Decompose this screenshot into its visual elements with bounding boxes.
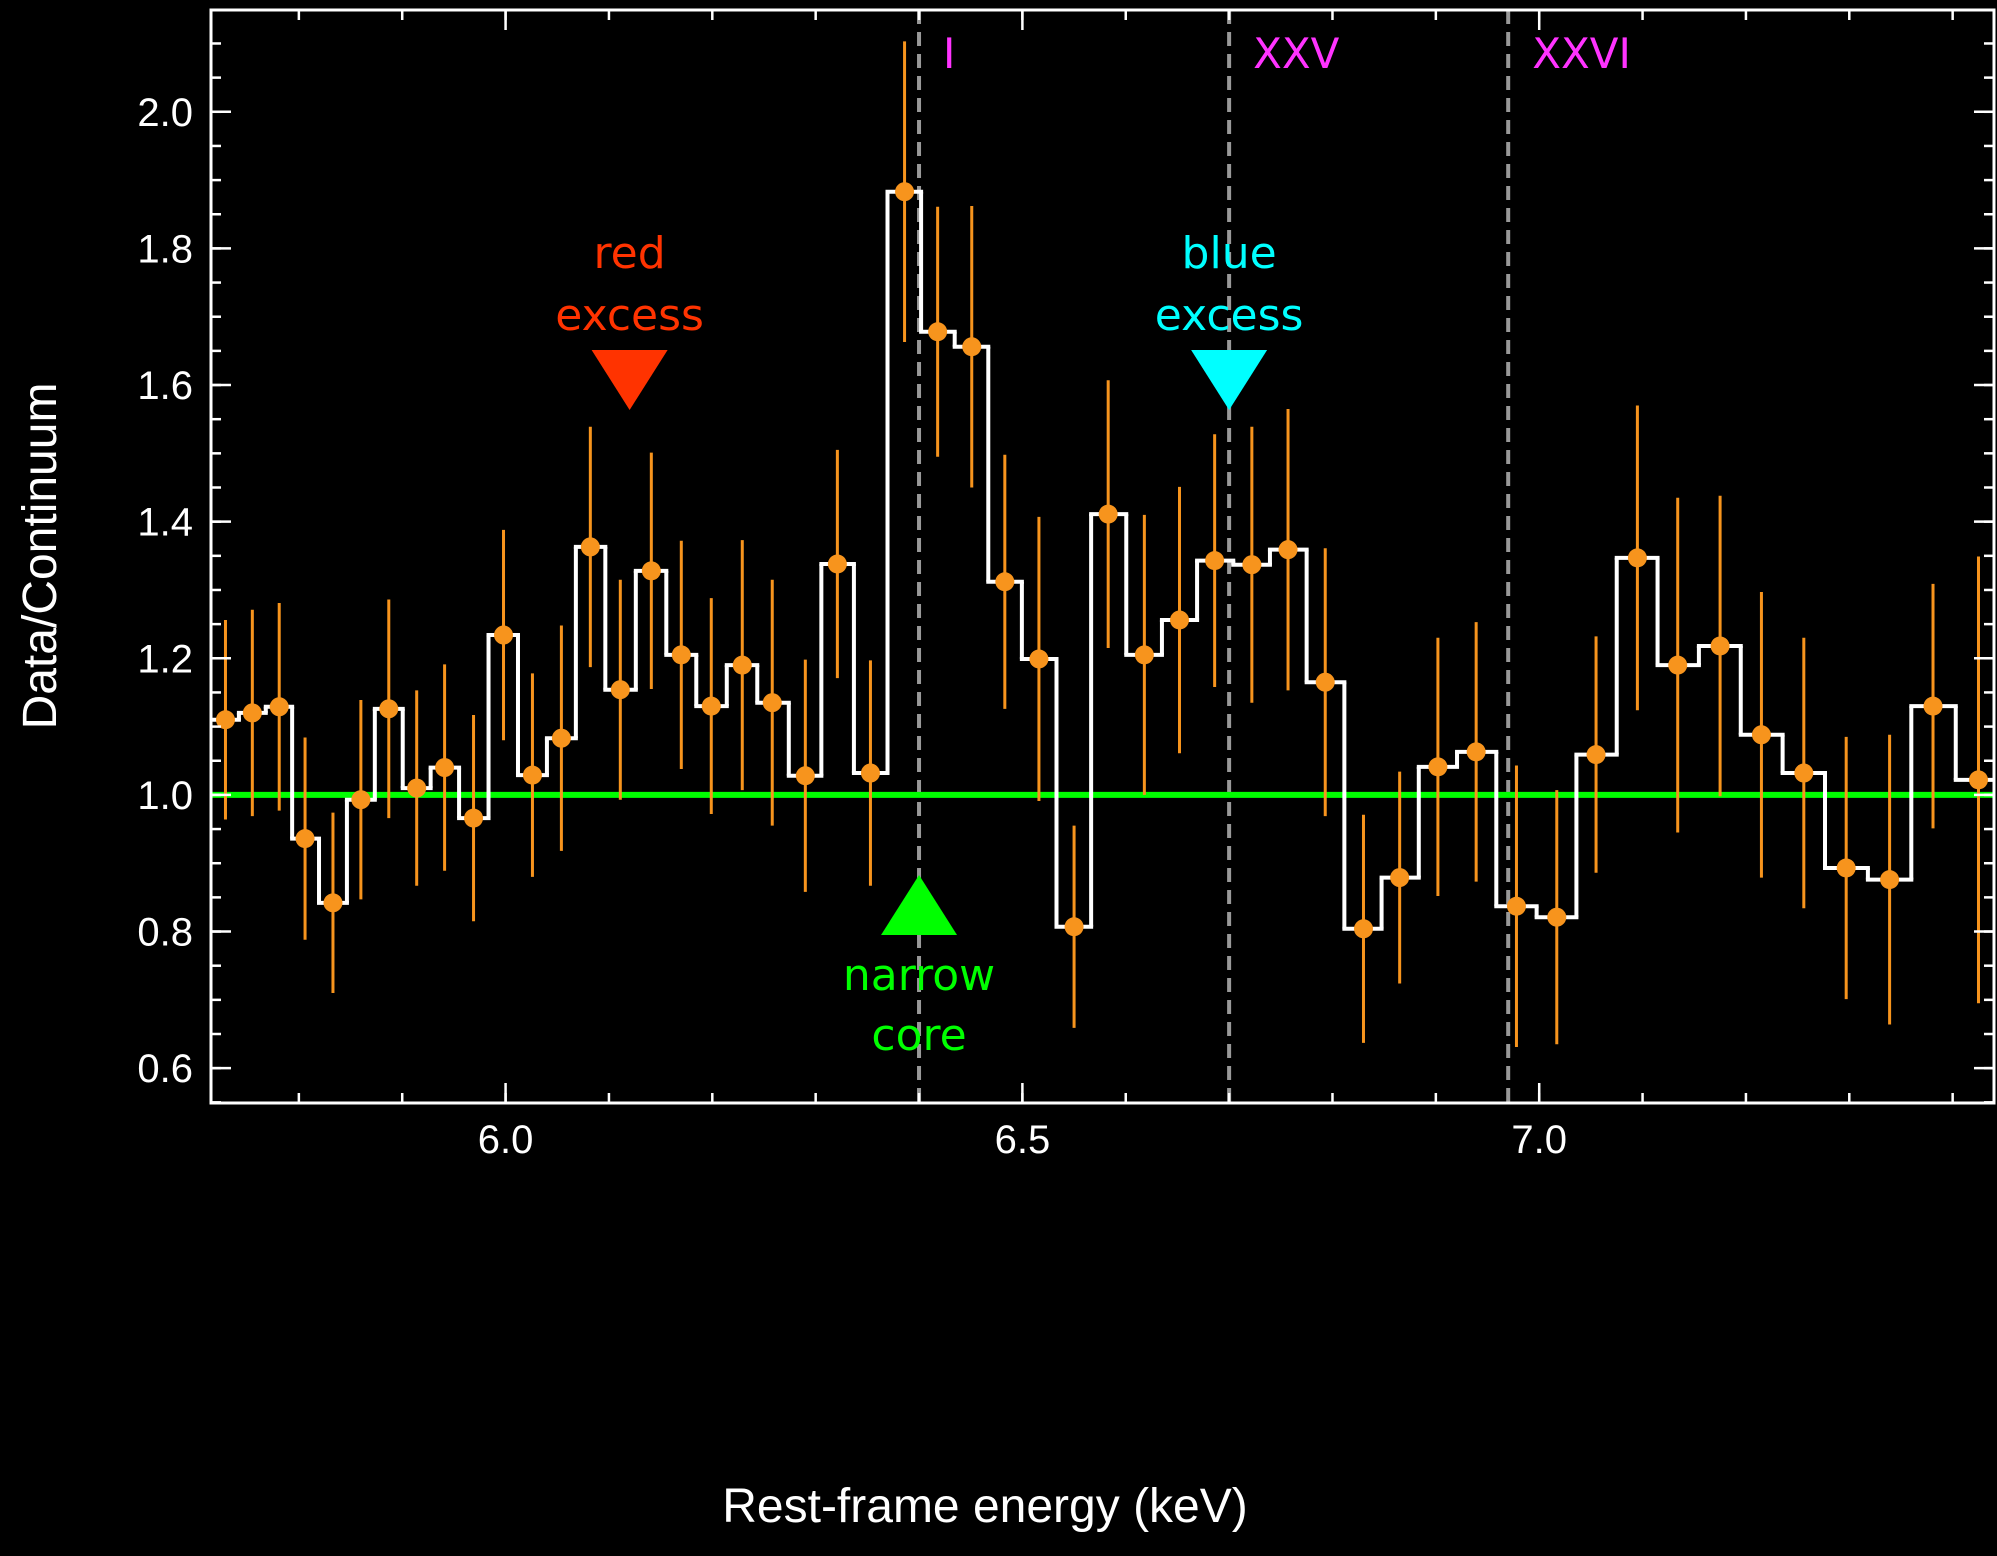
data-point — [269, 697, 289, 717]
line-label: I — [943, 29, 955, 78]
y-tick-label: 1.6 — [137, 364, 193, 408]
y-axis-label: Data/Continuum — [14, 383, 67, 730]
data-point — [671, 645, 691, 665]
data-point — [732, 655, 752, 675]
annotation-marker — [1191, 350, 1268, 410]
x-tick-label: 7.0 — [1511, 1118, 1567, 1162]
y-tick-label: 1.2 — [137, 637, 193, 681]
data-point — [323, 893, 343, 913]
data-point — [1353, 919, 1373, 939]
data-point — [1710, 636, 1730, 656]
data-point — [928, 322, 948, 342]
data-point — [610, 680, 630, 700]
data-point — [1668, 655, 1688, 675]
data-point — [407, 778, 427, 798]
x-tick-label: 6.5 — [995, 1118, 1051, 1162]
data-point — [435, 758, 455, 778]
data-point — [242, 703, 262, 723]
annotation-text: red — [594, 228, 666, 279]
data-point — [1968, 770, 1988, 790]
annotation-text: core — [871, 1010, 966, 1061]
y-tick-label: 2.0 — [137, 91, 193, 135]
data-point — [1586, 745, 1606, 765]
data-point — [1390, 868, 1410, 888]
y-tick-label: 1.4 — [137, 501, 193, 545]
data-point — [762, 693, 782, 713]
data-point — [962, 337, 982, 357]
data-point — [215, 710, 235, 730]
data-point — [1170, 610, 1190, 630]
data-point — [494, 625, 514, 645]
data-point — [1029, 649, 1049, 669]
annotation-marker — [881, 875, 958, 935]
data-point — [701, 696, 721, 716]
data-point — [1627, 548, 1647, 568]
y-tick-label: 1.0 — [137, 774, 193, 818]
annotation-text: excess — [555, 290, 704, 341]
data-point — [1836, 858, 1856, 878]
plot-frame — [209, 8, 1996, 1105]
data-point — [1794, 763, 1814, 783]
data-point — [641, 561, 661, 581]
data-point — [795, 766, 815, 786]
data-point — [860, 763, 880, 783]
data-point — [551, 728, 571, 748]
annotation-text: narrow — [843, 950, 995, 1001]
data-point — [1506, 896, 1526, 916]
data-point — [1547, 907, 1567, 927]
y-tick-label: 0.6 — [137, 1047, 193, 1091]
x-axis-label: Rest-frame energy (keV) — [722, 1480, 1248, 1533]
data-point — [1242, 555, 1262, 575]
data-point — [1315, 672, 1335, 692]
plot-area — [211, 10, 1994, 1103]
data-point — [827, 554, 847, 574]
data-point — [295, 829, 315, 849]
data-point — [1134, 645, 1154, 665]
data-point — [1466, 742, 1486, 762]
data-point — [1205, 551, 1225, 571]
data-point — [464, 808, 484, 828]
data-point — [1278, 540, 1298, 560]
data-point — [895, 182, 915, 202]
data-point — [1428, 757, 1448, 777]
line-label: XXV — [1253, 29, 1340, 78]
data-point — [1923, 696, 1943, 716]
data-point — [580, 537, 600, 557]
data-point — [522, 765, 542, 785]
x-tick-label: 6.0 — [478, 1118, 534, 1162]
y-tick-label: 0.8 — [137, 911, 193, 955]
annotation-text: excess — [1155, 290, 1304, 341]
data-point — [351, 790, 371, 810]
data-point — [1880, 870, 1900, 890]
line-label: XXVI — [1532, 29, 1631, 78]
data-point — [379, 699, 399, 719]
data-point — [995, 572, 1015, 592]
y-tick-label: 1.8 — [137, 227, 193, 271]
annotation-text: blue — [1182, 228, 1277, 279]
data-point — [1064, 917, 1084, 937]
data-point — [1751, 725, 1771, 745]
data-point — [1098, 504, 1118, 524]
annotation-marker — [591, 350, 668, 410]
